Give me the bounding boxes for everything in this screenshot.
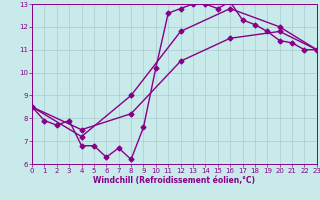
X-axis label: Windchill (Refroidissement éolien,°C): Windchill (Refroidissement éolien,°C)	[93, 176, 255, 185]
